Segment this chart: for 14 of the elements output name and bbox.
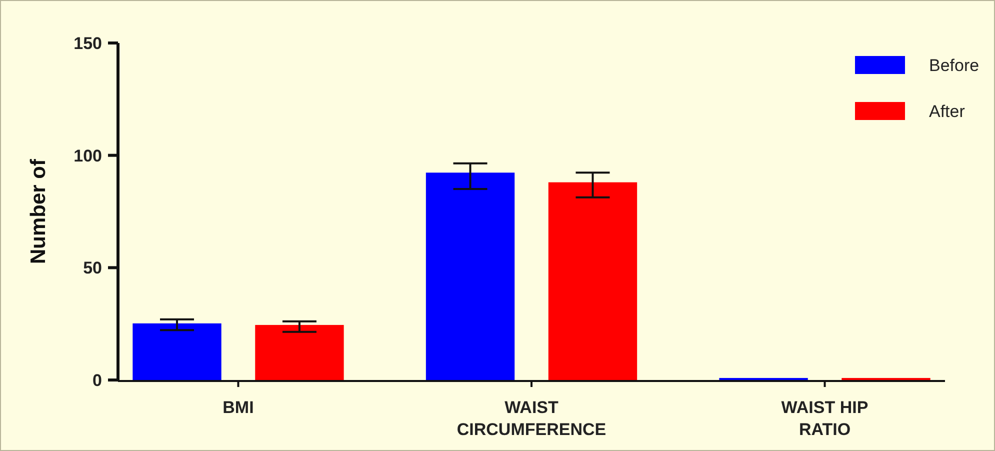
legend-label: After — [929, 102, 966, 121]
bar — [426, 172, 515, 380]
legend-label: Before — [929, 56, 980, 75]
bar — [255, 324, 344, 380]
y-axis-title: Number of — [27, 158, 50, 264]
x-tick-label: WAIST CIRCUMFERENCE — [456, 398, 606, 439]
bar — [548, 182, 638, 380]
bar — [132, 323, 222, 380]
x-tick-label: WAIST HIP RATIO — [781, 398, 868, 439]
y-tick-label: 100 — [74, 146, 102, 166]
y-tick-label: 50 — [83, 258, 102, 278]
y-tick-label: 150 — [74, 34, 102, 53]
y-tick-label: 0 — [92, 370, 102, 390]
x-tick-label: BMI — [222, 398, 254, 417]
